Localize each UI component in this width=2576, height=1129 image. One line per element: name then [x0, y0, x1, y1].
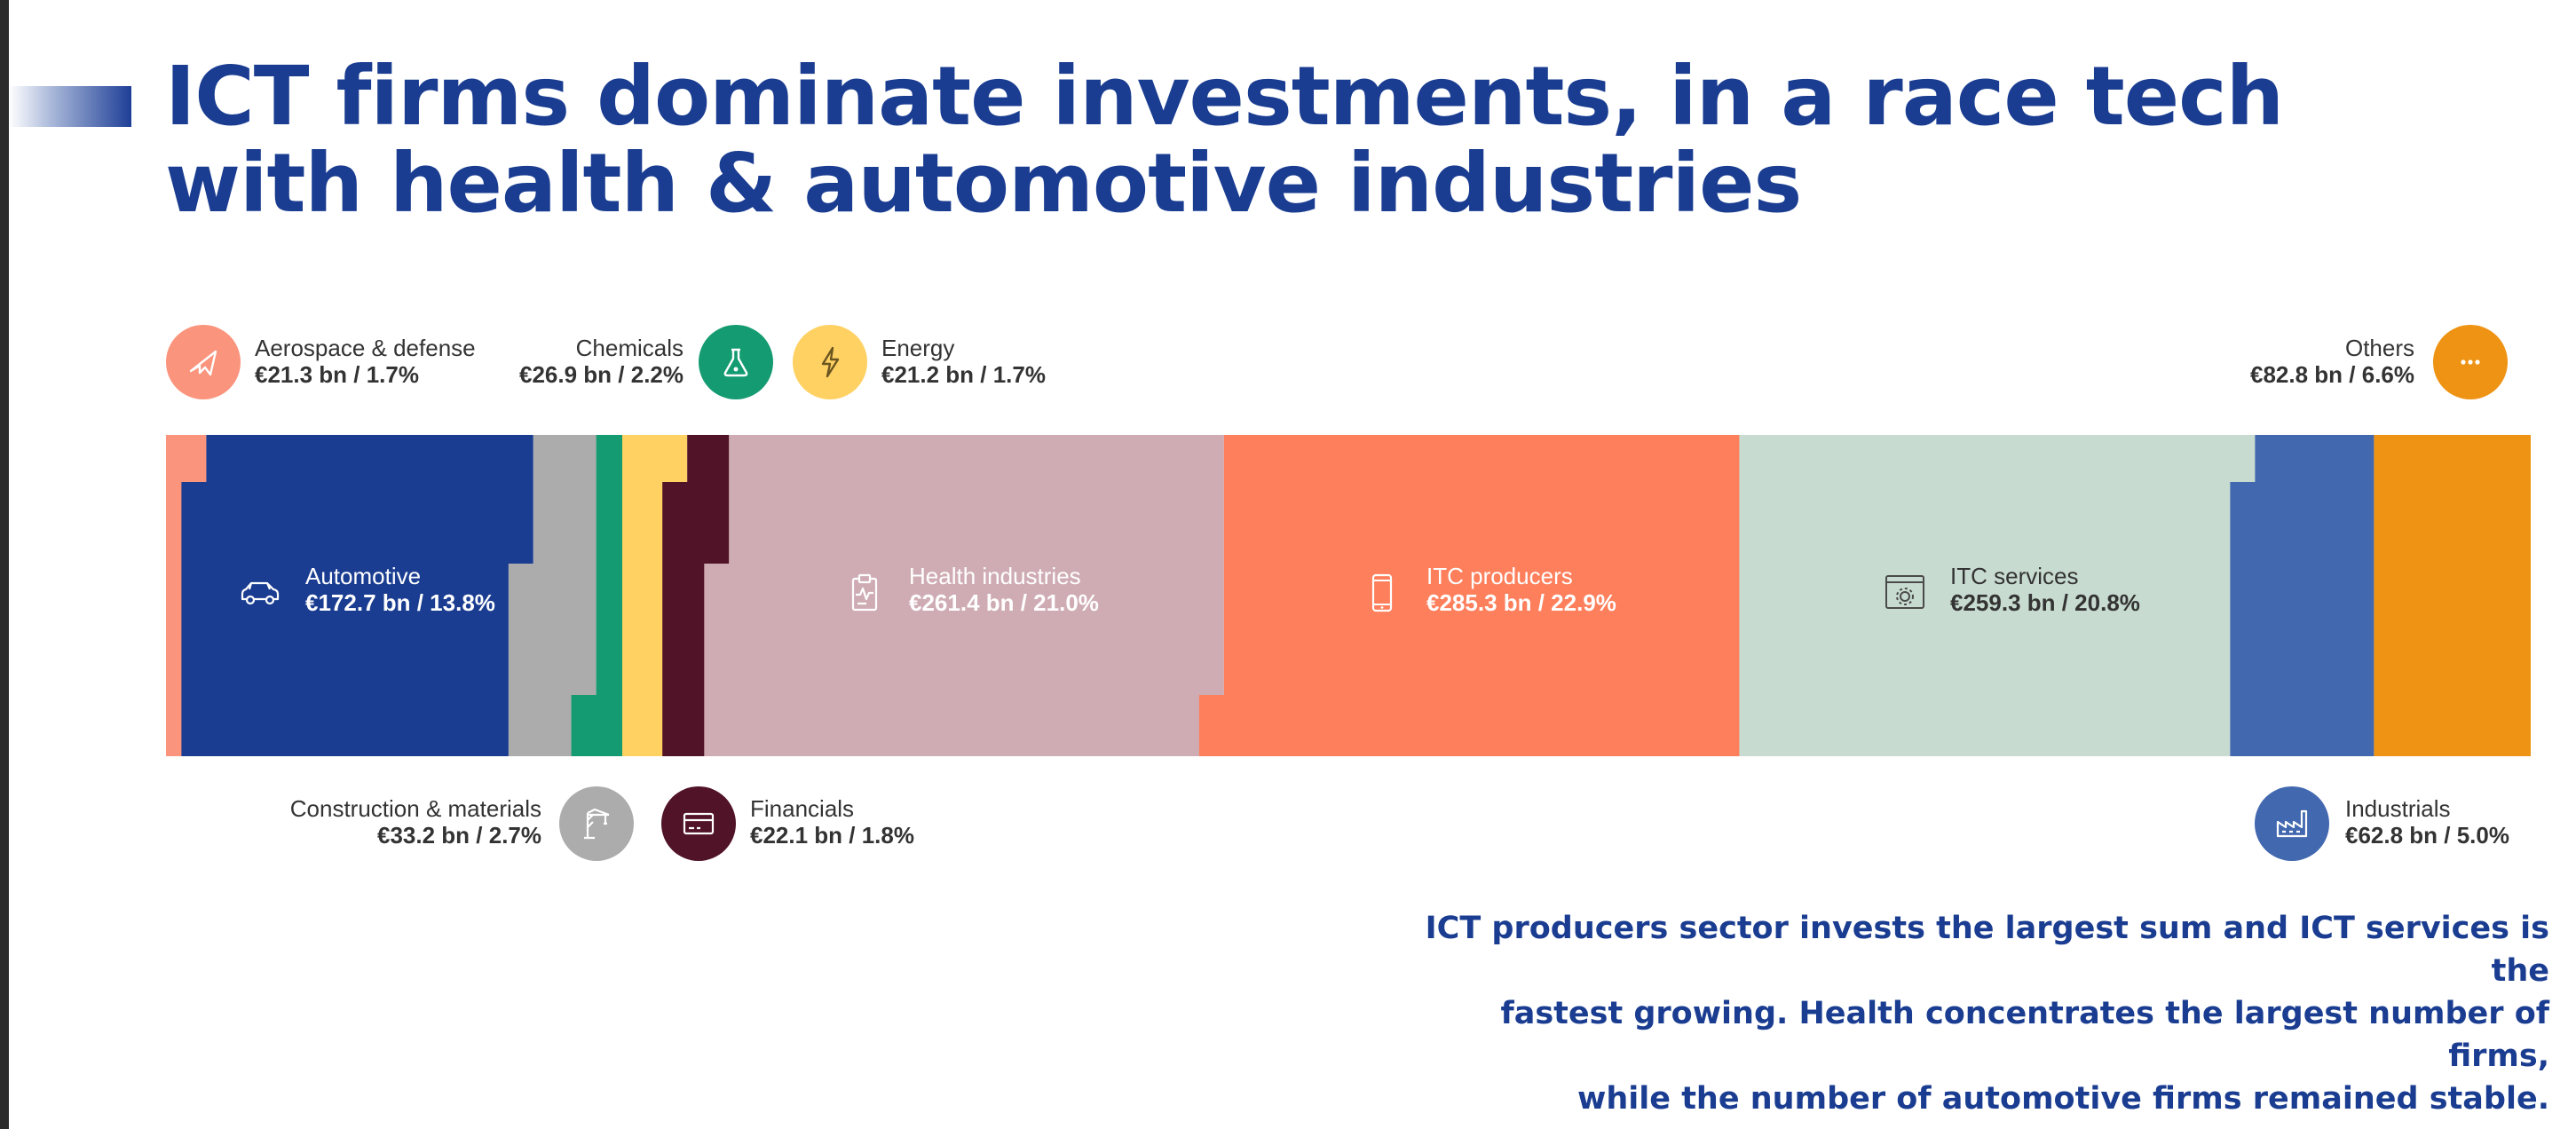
bar-segment-itc-producers — [1198, 435, 1765, 756]
label-itc-producers-name: ITC producers — [1426, 563, 1573, 589]
car-icon — [241, 581, 280, 605]
footnote-line-2: fastest growing. Health concentrates the… — [1500, 996, 2549, 1074]
label-itc-producers-value: €285.3 bn / 22.9% — [1426, 589, 1616, 616]
bar-segment-others — [2374, 435, 2531, 756]
label-others-value: €82.8 bn / 6.6% — [2250, 361, 2414, 388]
label-chemicals: Chemicals €26.9 bn / 2.2% — [497, 335, 684, 388]
label-financials-name: Financials — [750, 795, 855, 822]
title-line-1: ICT firms dominate investments, in a rac… — [165, 49, 2284, 144]
label-construction-value: €33.2 bn / 2.7% — [377, 822, 541, 849]
label-financials-value: €22.1 bn / 1.8% — [750, 822, 914, 849]
footnote-line-3: while the number of automotive firms rem… — [1577, 1081, 2549, 1117]
clipboard-pulse-icon — [851, 573, 878, 612]
label-energy-name: Energy — [881, 335, 955, 361]
label-industrials-value: €62.8 bn / 5.0% — [2345, 822, 2509, 849]
label-automotive-name: Automotive — [305, 563, 422, 589]
label-others: Others €82.8 bn / 6.6% — [2184, 335, 2414, 388]
left-edge-rule — [0, 0, 9, 1129]
factory-icon — [2255, 786, 2329, 861]
label-others-name: Others — [2344, 335, 2414, 361]
browser-gear-icon — [1885, 575, 1924, 609]
label-health-name: Health industries — [909, 563, 1081, 589]
label-chemicals-name: Chemicals — [575, 335, 684, 361]
flask-icon — [699, 325, 773, 399]
label-financials: Financials €22.1 bn / 1.8% — [750, 795, 914, 849]
bar-segment-health — [704, 435, 1224, 756]
bar-segment-automotive — [181, 435, 533, 756]
label-itc-services-name: ITC services — [1950, 563, 2079, 589]
label-chemicals-value: €26.9 bn / 2.2% — [519, 361, 684, 388]
label-industrials-name: Industrials — [2345, 795, 2451, 822]
airplane-icon — [166, 325, 241, 399]
label-health-value: €261.4 bn / 21.0% — [909, 589, 1099, 616]
ellipsis-icon — [2433, 325, 2508, 399]
label-itc-services: ITC services €259.3 bn / 20.8% — [1950, 563, 2140, 616]
title-line-2: with health & automotive industries — [165, 136, 1802, 231]
label-construction-name: Construction & materials — [289, 795, 541, 822]
label-health: Health industries €261.4 bn / 21.0% — [909, 563, 1099, 616]
label-automotive-value: €172.7 bn / 13.8% — [305, 589, 495, 616]
label-energy-value: €21.2 bn / 1.7% — [881, 361, 1046, 388]
label-industrials: Industrials €62.8 bn / 5.0% — [2345, 795, 2509, 849]
title-accent-bar — [9, 86, 131, 127]
label-itc-services-value: €259.3 bn / 20.8% — [1950, 589, 2140, 616]
label-energy: Energy €21.2 bn / 1.7% — [881, 335, 1046, 388]
label-aerospace-value: €21.3 bn / 1.7% — [255, 361, 419, 388]
smartphone-icon — [1371, 573, 1393, 612]
footnote-line-1: ICT producers sector invests the largest… — [1425, 911, 2549, 989]
bar-segment-industrials — [2230, 435, 2375, 756]
label-aerospace: Aerospace & defense €21.3 bn / 1.7% — [255, 335, 476, 388]
chart-title: ICT firms dominate investments, in a rac… — [165, 53, 2295, 227]
label-itc-producers: ITC producers €285.3 bn / 22.9% — [1426, 563, 1616, 616]
bar-segment-construction — [508, 435, 597, 756]
credit-card-icon — [661, 786, 736, 861]
bar-segment-itc-services — [1739, 435, 2256, 756]
lightning-icon — [793, 325, 867, 399]
label-aerospace-name: Aerospace & defense — [255, 335, 476, 361]
label-automotive: Automotive €172.7 bn / 13.8% — [305, 563, 495, 616]
label-construction: Construction & materials €33.2 bn / 2.7% — [222, 795, 541, 849]
crane-icon — [559, 786, 634, 861]
footnote: ICT producers sector invests the largest… — [1395, 907, 2549, 1120]
